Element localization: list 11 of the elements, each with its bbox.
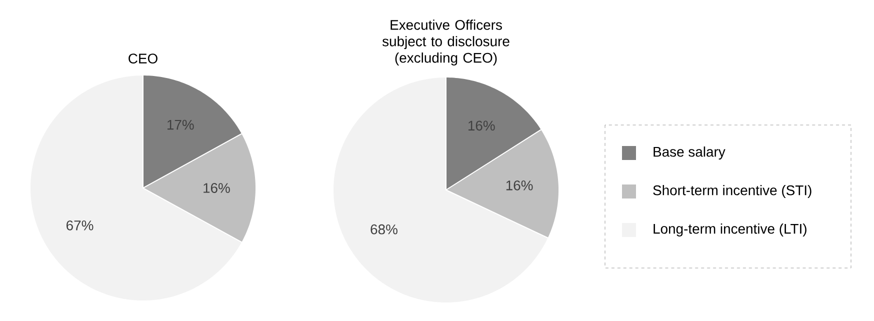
data-label: 67% — [66, 220, 94, 230]
data-label: 16% — [204, 183, 230, 193]
data-label: 68% — [370, 224, 398, 234]
chart-title: Executive Officers subject to disclosure (excluding CEO) — [382, 20, 510, 66]
legend-label: Short-term incentive (STI) — [653, 185, 812, 198]
chart-title: CEO — [128, 54, 158, 64]
legend-label: Long-term incentive (LTI) — [654, 224, 806, 236]
legend-label: Base salary — [654, 146, 726, 160]
data-label: 16% — [468, 120, 495, 131]
data-label: 16% — [506, 180, 533, 190]
data-label: 17% — [168, 120, 194, 130]
